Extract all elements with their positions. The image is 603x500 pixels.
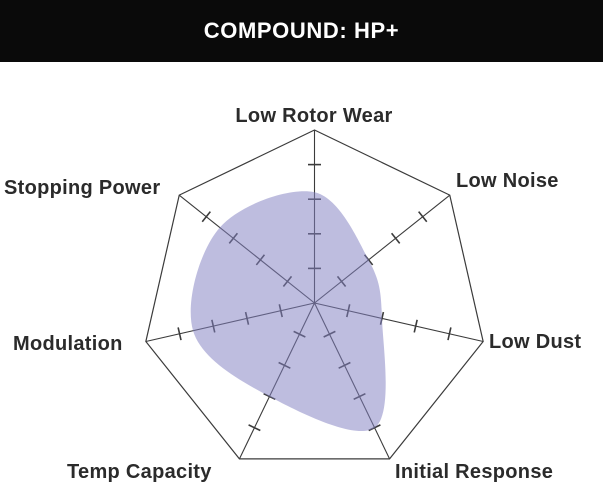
axis-label-low-rotor-wear: Low Rotor Wear	[235, 105, 393, 127]
axis-tick	[390, 232, 401, 244]
axis-label-low-dust: Low Dust	[489, 331, 582, 353]
axis-tick	[418, 211, 428, 223]
axis-label-stopping-power: Stopping Power	[4, 177, 161, 199]
axis-tick	[201, 211, 211, 223]
axis-label-low-noise: Low Noise	[456, 170, 559, 192]
title-banner: COMPOUND: HP+	[0, 0, 603, 62]
axis-label-modulation: Modulation	[13, 333, 123, 355]
axis-tick	[177, 327, 182, 341]
radar-outline	[145, 129, 484, 460]
data-polygon	[190, 191, 386, 432]
axis-tick	[248, 424, 261, 432]
chart-title: COMPOUND: HP+	[203, 18, 400, 43]
axis-tick	[447, 327, 452, 341]
axis-label-temp-capacity: Temp Capacity	[67, 461, 212, 483]
axis-tick	[413, 319, 418, 333]
axis-label-initial-response: Initial Response	[395, 461, 554, 483]
